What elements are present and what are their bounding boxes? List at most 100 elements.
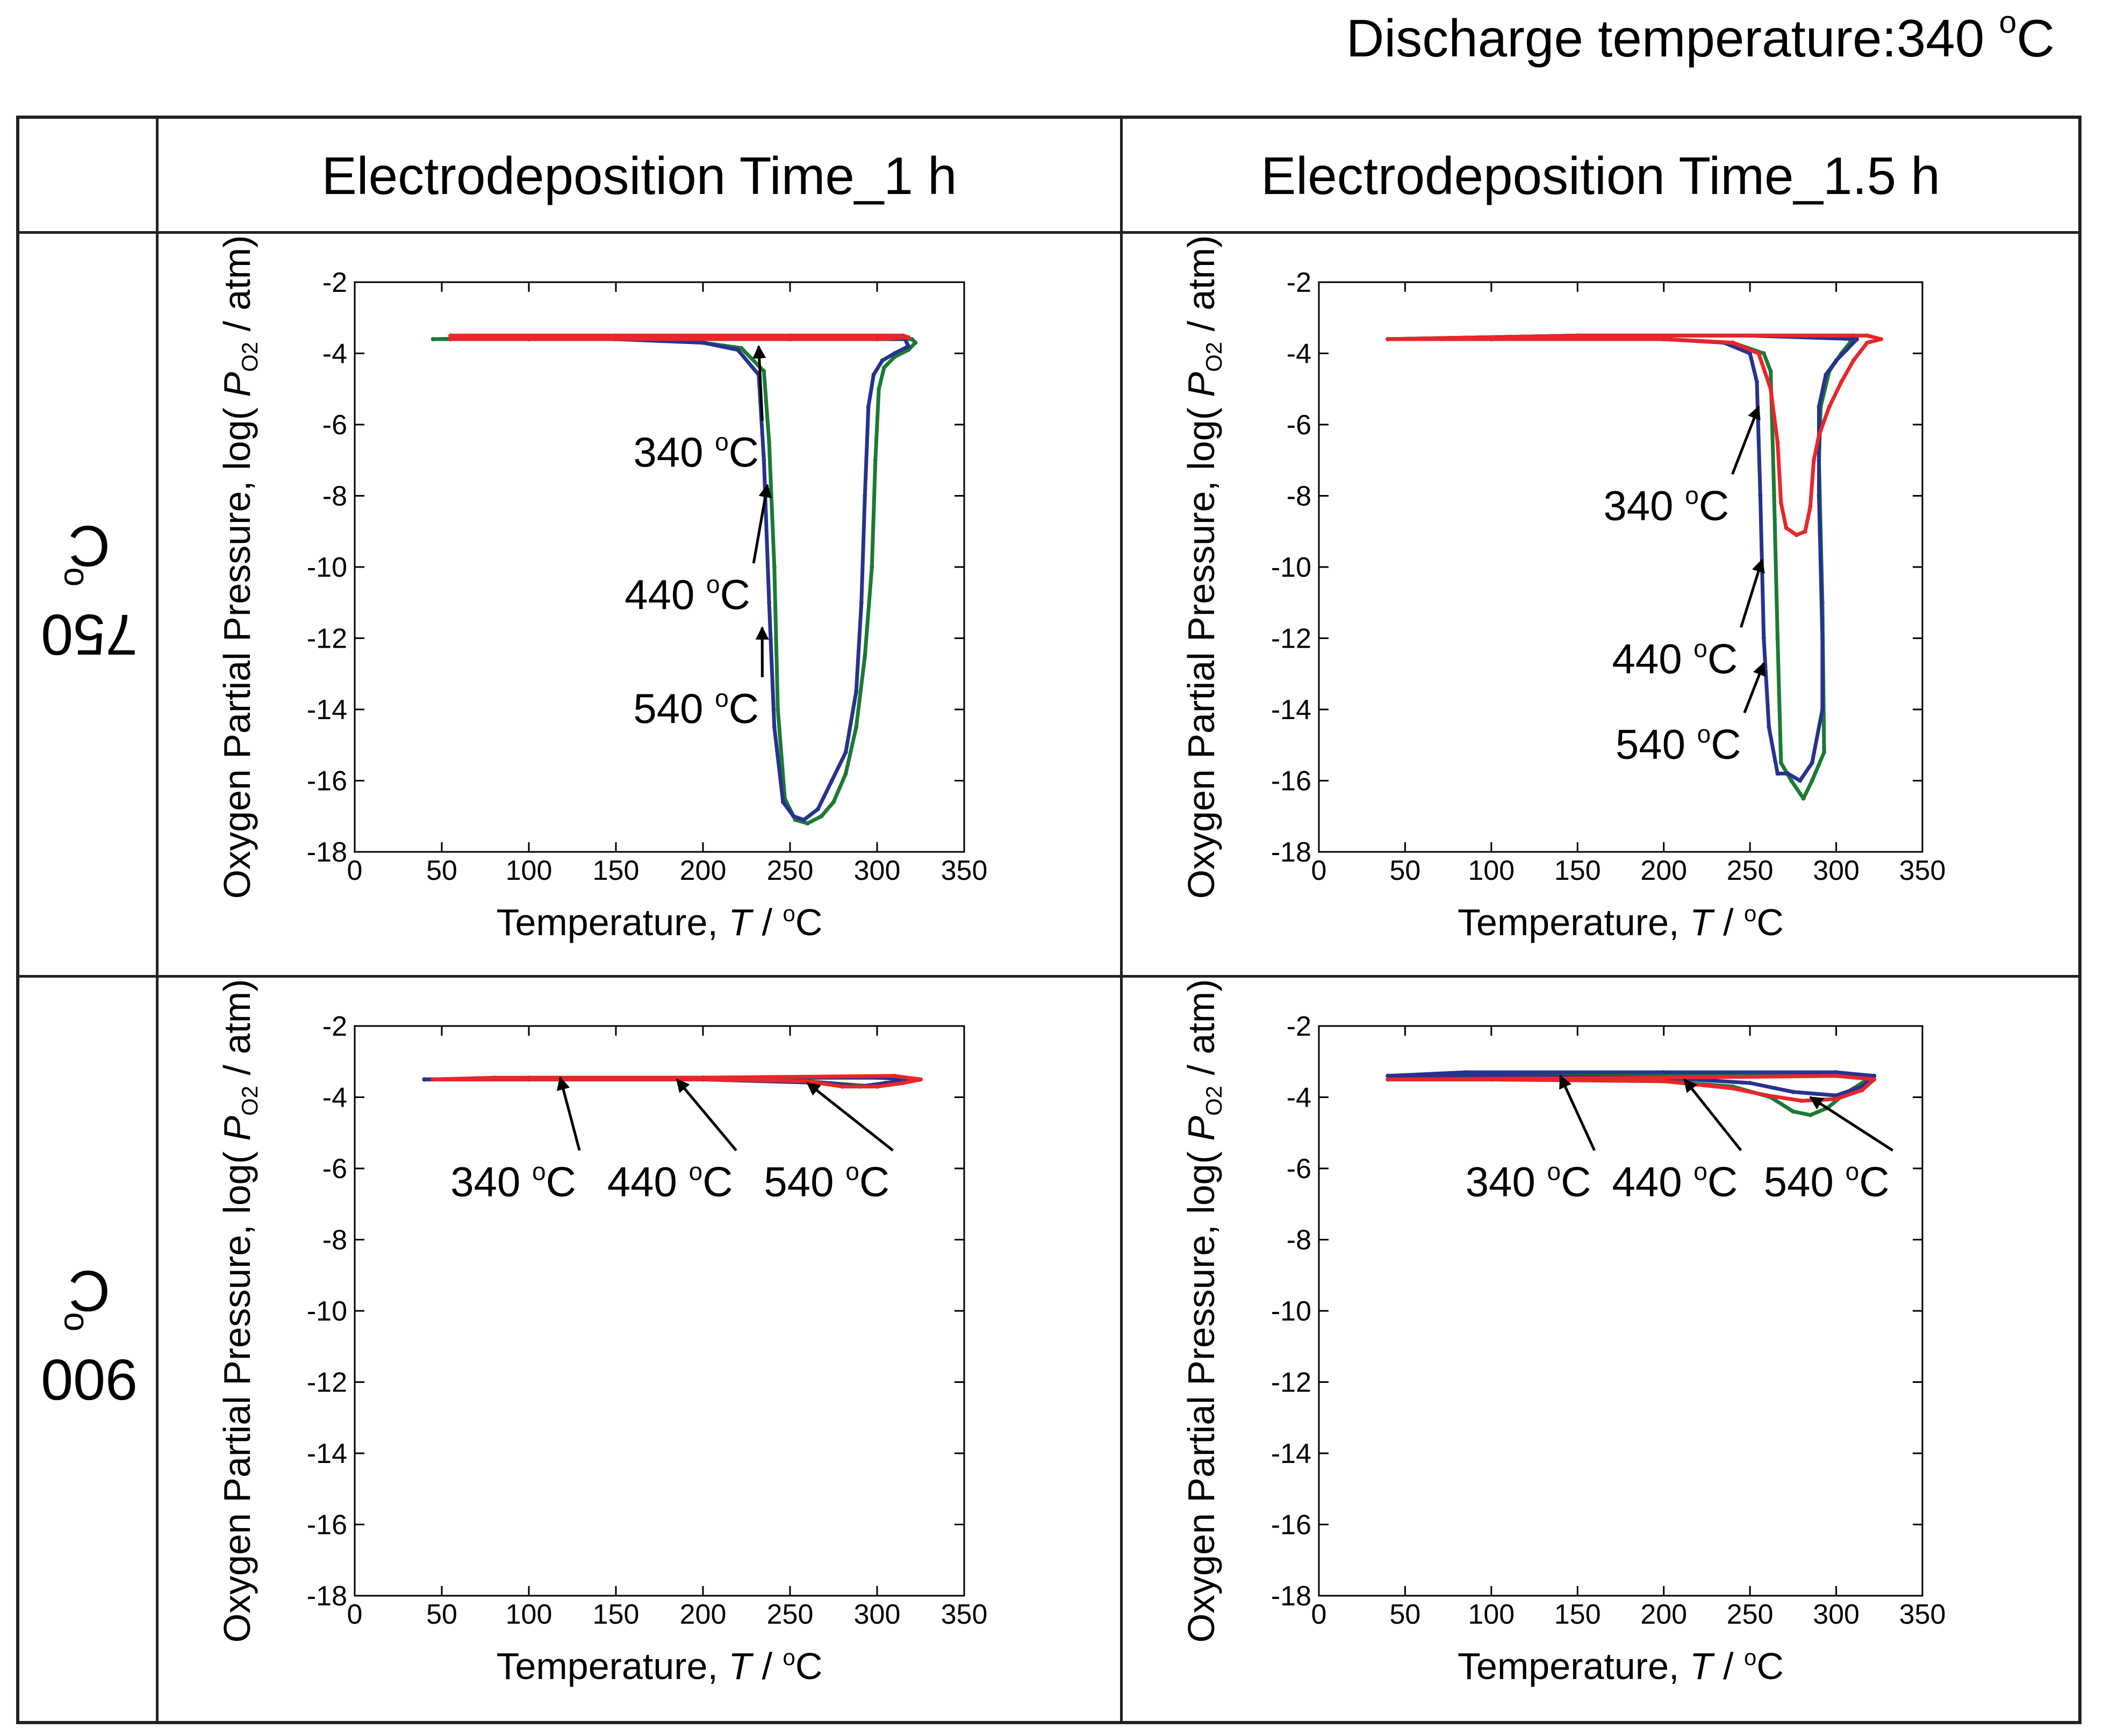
series-line-340c [433, 1074, 923, 1089]
data-point [762, 458, 766, 463]
data-point [901, 333, 906, 338]
y-axis-title: Oxygen Partial Pressure, log( PO2 / atm) [216, 235, 262, 899]
data-point [1820, 636, 1825, 641]
x-tick-label: 50 [1390, 1599, 1421, 1630]
annotation-arrow [676, 1078, 737, 1152]
data-point [735, 347, 740, 352]
y-tick-label: -14 [307, 694, 347, 726]
data-point [1661, 337, 1666, 341]
data-point [762, 369, 766, 374]
data-point [1748, 351, 1753, 356]
annotation-arrow [1743, 662, 1766, 714]
annotation-label: 540 oC [1764, 1158, 1890, 1206]
data-point [909, 337, 914, 341]
data-point [843, 750, 848, 755]
data-point [1772, 493, 1777, 498]
row-header-900c: 900 oC [40, 1258, 138, 1413]
data-point [1808, 504, 1813, 509]
data-point [1801, 796, 1806, 801]
data-point [1784, 526, 1789, 530]
data-point [873, 458, 878, 463]
data-point [614, 337, 618, 341]
y-tick-label: -16 [307, 766, 347, 797]
data-point [1778, 761, 1783, 765]
annotation-label: 340 oC [1603, 481, 1729, 529]
y-tick-label: -8 [1287, 1225, 1311, 1256]
y-tick-label: -18 [307, 1581, 347, 1612]
discharge-temperature-header: Discharge temperature:340 oC [1346, 4, 2055, 68]
data-point [805, 821, 810, 826]
data-point [422, 1077, 427, 1082]
y-tick-label: -12 [1271, 1367, 1311, 1398]
y-tick-label: -14 [1271, 694, 1311, 726]
data-point [870, 565, 874, 569]
chart-900c-1h: 0 50 100 150 200 250 300 350 -2 -4 -6 -8 -10 -12 -14 -1… [216, 979, 987, 1687]
data-point [1463, 1070, 1468, 1075]
x-tick-label: 200 [1640, 1599, 1687, 1630]
y-tick-label: -18 [1271, 1581, 1311, 1612]
data-point [1810, 761, 1814, 765]
data-point [1865, 340, 1870, 345]
data-point [1855, 337, 1860, 341]
data-point [1817, 493, 1821, 498]
x-tick-label: 0 [1311, 1599, 1327, 1630]
data-point [1834, 358, 1839, 363]
annotation-label: 440 oC [1612, 634, 1738, 682]
data-point [1661, 1079, 1666, 1084]
data-point [1765, 1093, 1770, 1098]
data-point [1661, 1070, 1666, 1075]
data-point [772, 725, 777, 730]
x-tick-label: 0 [347, 1599, 363, 1630]
figure-grid: Electrodeposition Time_1 h Electrodeposi… [16, 116, 2082, 1724]
x-tick-label: 250 [1727, 855, 1774, 886]
data-point [1834, 1093, 1839, 1098]
data-point [527, 337, 531, 341]
data-point [1794, 533, 1799, 537]
data-point [1851, 358, 1856, 363]
annotation-label: 540 oC [764, 1158, 889, 1206]
series-line-340c [448, 333, 910, 341]
data-point [430, 337, 435, 341]
data-point [527, 1077, 531, 1082]
data-point [701, 340, 705, 345]
annotation-label: 440 oC [625, 570, 750, 618]
y-tick-label: -10 [1271, 1296, 1311, 1327]
data-point [1834, 1073, 1839, 1078]
data-point [1748, 333, 1753, 338]
x-tick-label: 50 [1390, 855, 1421, 886]
data-point [1810, 778, 1814, 783]
y-tick-label: -6 [1287, 1153, 1311, 1185]
data-point [1817, 433, 1821, 437]
x-tick-label: 350 [1899, 855, 1946, 886]
data-point [875, 1084, 879, 1089]
data-point [881, 365, 886, 370]
column-header-1-5h: Electrodeposition Time_1.5 h [1261, 146, 1940, 205]
x-tick-label: 200 [680, 1599, 727, 1630]
y-tick-label: -16 [1271, 766, 1311, 797]
y-tick-label: -8 [322, 481, 347, 512]
annotation-arrow [752, 484, 772, 564]
chart-750c-1h: 0 50 100 150 200 250 300 350 -2 -4 -6 -8 -10 -12 -14 -1… [216, 235, 987, 943]
y-axis-title: Oxygen Partial Pressure, log( PO2 / atm) [216, 979, 262, 1643]
x-tick-label: 300 [854, 855, 901, 886]
annotation-label: 540 oC [633, 684, 759, 732]
data-point [1386, 1073, 1390, 1078]
data-point [801, 817, 806, 822]
annotation-arrow [752, 345, 766, 421]
x-tick-label: 0 [1311, 855, 1327, 886]
data-point [1865, 333, 1870, 338]
data-point [1775, 440, 1780, 445]
x-axis-title: Temperature, T / oC [497, 1645, 823, 1687]
data-point [1754, 379, 1759, 384]
data-point [866, 404, 871, 409]
data-point [788, 333, 792, 338]
data-point [892, 351, 897, 356]
data-point [1661, 1075, 1666, 1080]
x-tick-label: 200 [1640, 855, 1687, 886]
data-point [1756, 351, 1761, 356]
data-point [1768, 369, 1773, 374]
y-tick-label: -2 [322, 1011, 347, 1042]
data-point [1811, 458, 1816, 463]
data-point [1824, 372, 1828, 377]
annotation-arrow [1731, 405, 1761, 475]
